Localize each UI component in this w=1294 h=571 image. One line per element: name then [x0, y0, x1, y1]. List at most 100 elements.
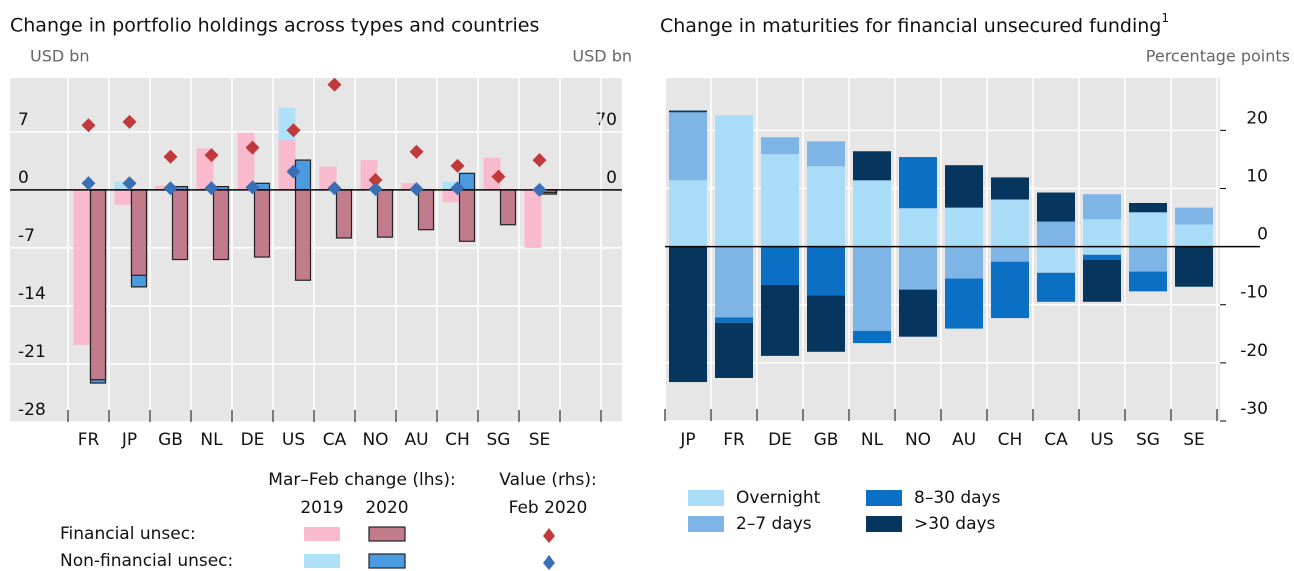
bar-segment: [761, 284, 799, 356]
diamond: [122, 176, 137, 191]
diamond: [204, 181, 219, 196]
y-tick-label: 0: [1257, 225, 1268, 245]
y-tick-label: -7: [18, 226, 35, 246]
bar: [114, 181, 132, 190]
x-tick-label: DE: [241, 430, 265, 450]
y-tick-label: -21: [18, 342, 46, 362]
diamond: [532, 182, 547, 197]
x-tick-label: GB: [158, 430, 183, 450]
diamond: [81, 176, 96, 191]
y-tick-label: 10: [1246, 166, 1268, 186]
bar: [483, 157, 501, 190]
y-tick-label: -30: [1240, 399, 1268, 419]
bar: [335, 189, 353, 239]
bar: [212, 189, 230, 261]
bar: [499, 189, 517, 226]
bar-segment: [761, 246, 799, 285]
legend-value: Value (rhs):: [499, 470, 596, 490]
bar: [376, 189, 394, 238]
legend-swatch: [688, 516, 724, 532]
x-tick-label: US: [1090, 430, 1113, 450]
bar-segment: [853, 180, 891, 247]
legend-diamond: [543, 528, 555, 543]
bar-segment: [899, 289, 937, 337]
x-tick-label: JP: [679, 430, 695, 450]
legend-label: Non-financial unsec:: [60, 551, 233, 571]
bar-segment: [1037, 246, 1075, 273]
x-tick-label: CA: [1044, 430, 1068, 450]
x-tick-label: NO: [362, 430, 388, 450]
legend-swatch: [368, 526, 406, 542]
diamond: [532, 153, 547, 168]
bar-segment: [807, 295, 845, 352]
bar: [442, 189, 460, 203]
x-tick-label: NL: [861, 430, 884, 450]
bar-segment: [715, 322, 753, 378]
bar-segment: [761, 137, 799, 155]
legend-year: 2020: [365, 498, 408, 518]
legend-diamond: [543, 555, 555, 570]
bar-segment: [899, 208, 937, 247]
diamond: [245, 140, 260, 155]
bar-segment: [1129, 246, 1167, 272]
bar-segment: [991, 199, 1029, 247]
bar-segment: [853, 330, 891, 344]
y2-tick-label: 70: [595, 110, 617, 130]
bar-segment: [807, 166, 845, 247]
right-unit: USD bn: [572, 47, 632, 66]
x-tick-label: FR: [723, 430, 745, 450]
bar-segment: [1037, 272, 1075, 302]
bar: [442, 181, 460, 190]
bar-segment: [1175, 207, 1213, 225]
bar-segment: [669, 180, 707, 247]
bar-segment: [807, 141, 845, 167]
x-tick-label: DE: [768, 430, 792, 450]
bar: [89, 189, 107, 381]
bar-segment: [853, 151, 891, 181]
bar-segment: [1083, 194, 1121, 220]
bar-segment: [1129, 212, 1167, 247]
x-tick-label: US: [282, 430, 305, 450]
diamond: [245, 180, 260, 195]
y-tick-label: 0: [18, 168, 29, 188]
bar: [253, 189, 271, 258]
y-tick-label: -10: [1240, 283, 1268, 303]
bar: [458, 189, 476, 242]
bar-segment: [945, 278, 983, 329]
bar-segment: [807, 246, 845, 296]
bar-segment: [945, 165, 983, 208]
diamond: [81, 118, 96, 133]
bar-segment: [1083, 246, 1121, 255]
legend-label: Overnight: [736, 488, 821, 508]
bar-segment: [899, 157, 937, 209]
legend-label: >30 days: [914, 514, 996, 534]
x-tick-label: SE: [1183, 430, 1205, 450]
right-title: Change in maturities for financial unsec…: [660, 11, 1169, 37]
x-tick-label: SG: [487, 430, 511, 450]
y-tick-label: -14: [18, 284, 46, 304]
diamond: [450, 158, 465, 173]
diamond: [368, 182, 383, 197]
diamond: [368, 172, 383, 187]
bar: [73, 189, 91, 345]
bar-segment: [669, 112, 707, 181]
x-tick-label: CH: [445, 430, 470, 450]
x-tick-label: GB: [814, 430, 839, 450]
legend-year: 2019: [300, 498, 343, 518]
diamond: [327, 77, 342, 92]
diamond: [286, 164, 301, 179]
title-note: 1: [1161, 11, 1169, 25]
bar-segment: [991, 246, 1029, 262]
bar: [417, 189, 435, 231]
diamond: [409, 182, 424, 197]
bar-segment: [991, 261, 1029, 319]
diamond: [286, 123, 301, 138]
left-unit: USD bn: [30, 47, 90, 66]
bar-segment: [715, 317, 753, 323]
x-tick-label: CA: [323, 430, 347, 450]
bar-segment: [1037, 192, 1075, 222]
x-tick-label: NL: [200, 430, 223, 450]
right-chart-unit: Percentage points: [1146, 47, 1290, 66]
bar-segment: [669, 110, 707, 113]
